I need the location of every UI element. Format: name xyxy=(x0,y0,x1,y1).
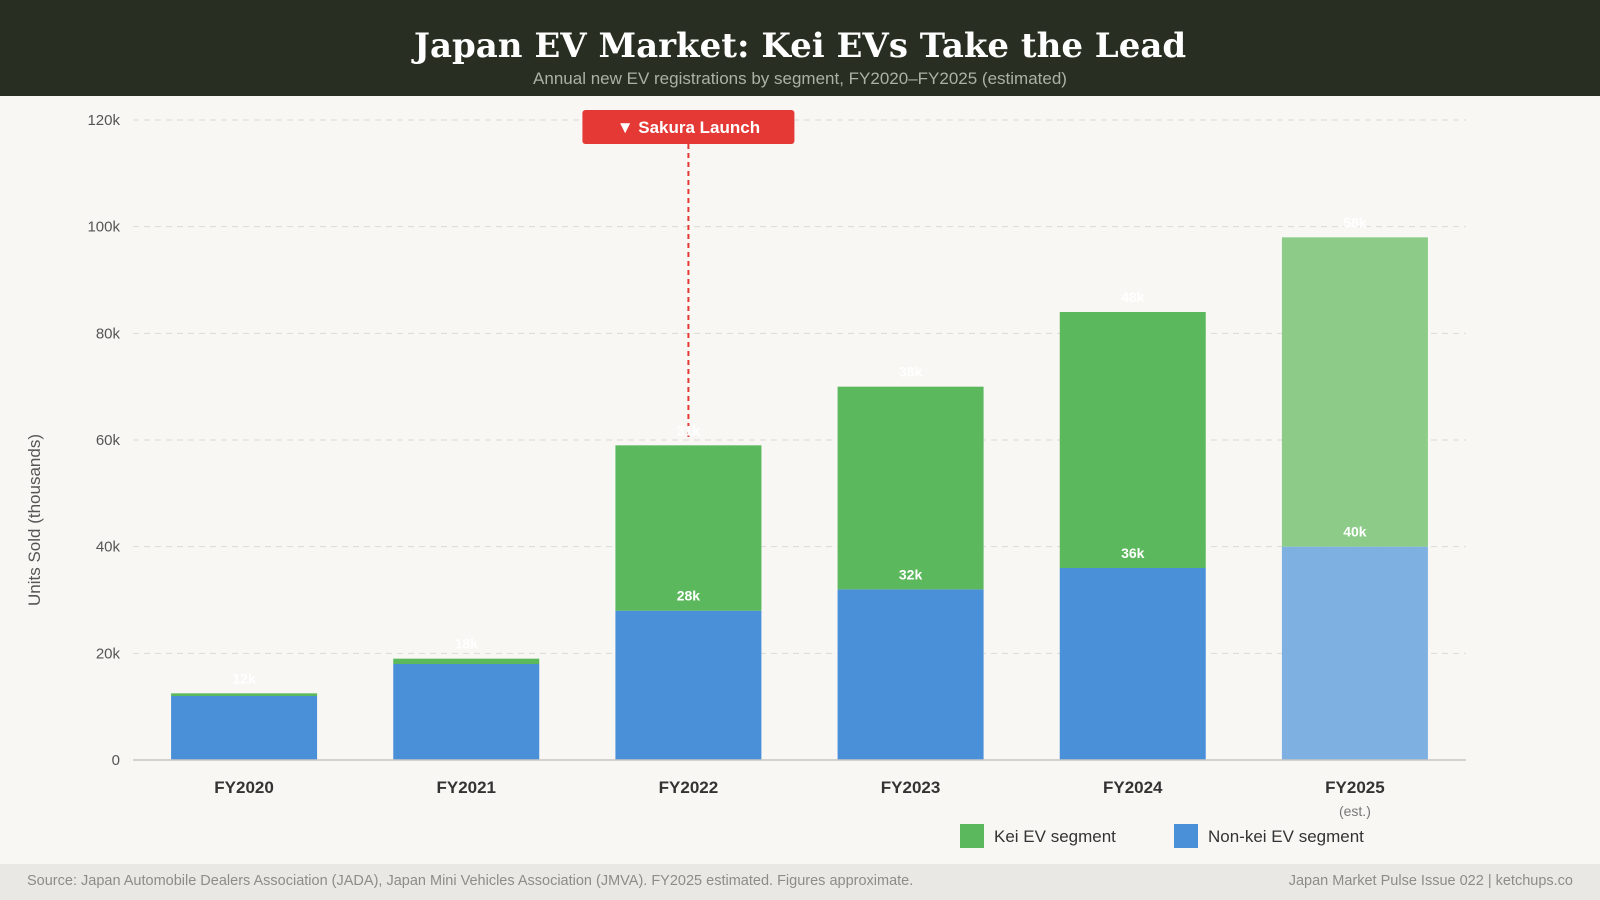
x-tick-label: FY2023 xyxy=(881,778,941,797)
data-label: 48k xyxy=(1121,289,1145,305)
y-tick-label: 120k xyxy=(87,112,120,129)
data-label: 36k xyxy=(1121,545,1145,561)
y-tick-label: 100k xyxy=(87,219,120,236)
x-tick-label: FY2022 xyxy=(659,778,719,797)
x-tick-note: (est.) xyxy=(1339,803,1371,819)
y-tick-label: 20k xyxy=(96,645,121,662)
footer-credit: Japan Market Pulse Issue 022 | ketchups.… xyxy=(1288,873,1573,889)
x-tick-label: FY2024 xyxy=(1103,778,1163,797)
data-label: 40k xyxy=(1343,524,1367,540)
data-label: 18k xyxy=(455,636,479,652)
bar-kei-fy2025 xyxy=(1281,237,1428,547)
bar-kei-fy2022 xyxy=(615,445,762,611)
bar-kei-fy2024 xyxy=(1059,312,1206,568)
data-label: 58k xyxy=(1343,214,1367,230)
x-tick-label: FY2021 xyxy=(436,778,496,797)
bar-kei-fy2021 xyxy=(393,658,540,664)
page-subtitle: Annual new EV registrations by segment, … xyxy=(533,69,1067,88)
legend-label-non-kei: Non-kei EV segment xyxy=(1208,827,1364,846)
annotation-box xyxy=(582,110,795,144)
legend-swatch-non-kei xyxy=(1174,824,1198,848)
bar-non-kei-fy2024 xyxy=(1059,568,1206,760)
y-axis-label: Units Sold (thousands) xyxy=(25,434,44,606)
y-tick-label: 0 xyxy=(112,752,120,769)
bar-kei-fy2023 xyxy=(837,386,984,590)
legend-swatch-kei xyxy=(960,824,984,848)
footer-source: Source: Japan Automobile Dealers Associa… xyxy=(27,873,914,889)
legend-label-kei: Kei EV segment xyxy=(994,827,1116,846)
bar-non-kei-fy2022 xyxy=(615,610,762,760)
page-title: Japan EV Market: Kei EVs Take the Lead xyxy=(413,26,1187,66)
data-label: 28k xyxy=(677,588,701,604)
bar-kei-fy2020 xyxy=(171,693,318,696)
y-tick-label: 40k xyxy=(96,539,121,556)
data-label: 38k xyxy=(899,364,923,380)
y-tick-label: 80k xyxy=(96,325,121,342)
data-label: 32k xyxy=(899,566,923,582)
bar-non-kei-fy2021 xyxy=(393,664,540,760)
x-tick-label: FY2020 xyxy=(214,778,274,797)
x-tick-label: FY2025 xyxy=(1325,778,1385,797)
stacked-bar-chart: 0 20k 40k 60k 80k 100k 120k Units Sold (thousan… xyxy=(25,110,1466,848)
annotation-label: ▼ Sakura Launch xyxy=(617,118,760,137)
bar-non-kei-fy2020 xyxy=(171,696,318,760)
header-banner: Japan EV Market: Kei EVs Take the Lead A… xyxy=(0,0,1600,96)
data-label: 12k xyxy=(232,670,256,686)
y-tick-label: 60k xyxy=(96,432,121,449)
footer: Source: Japan Automobile Dealers Associa… xyxy=(0,864,1600,900)
bar-non-kei-fy2025 xyxy=(1281,546,1428,760)
data-label: 31k xyxy=(677,422,701,438)
bar-non-kei-fy2023 xyxy=(837,589,984,760)
